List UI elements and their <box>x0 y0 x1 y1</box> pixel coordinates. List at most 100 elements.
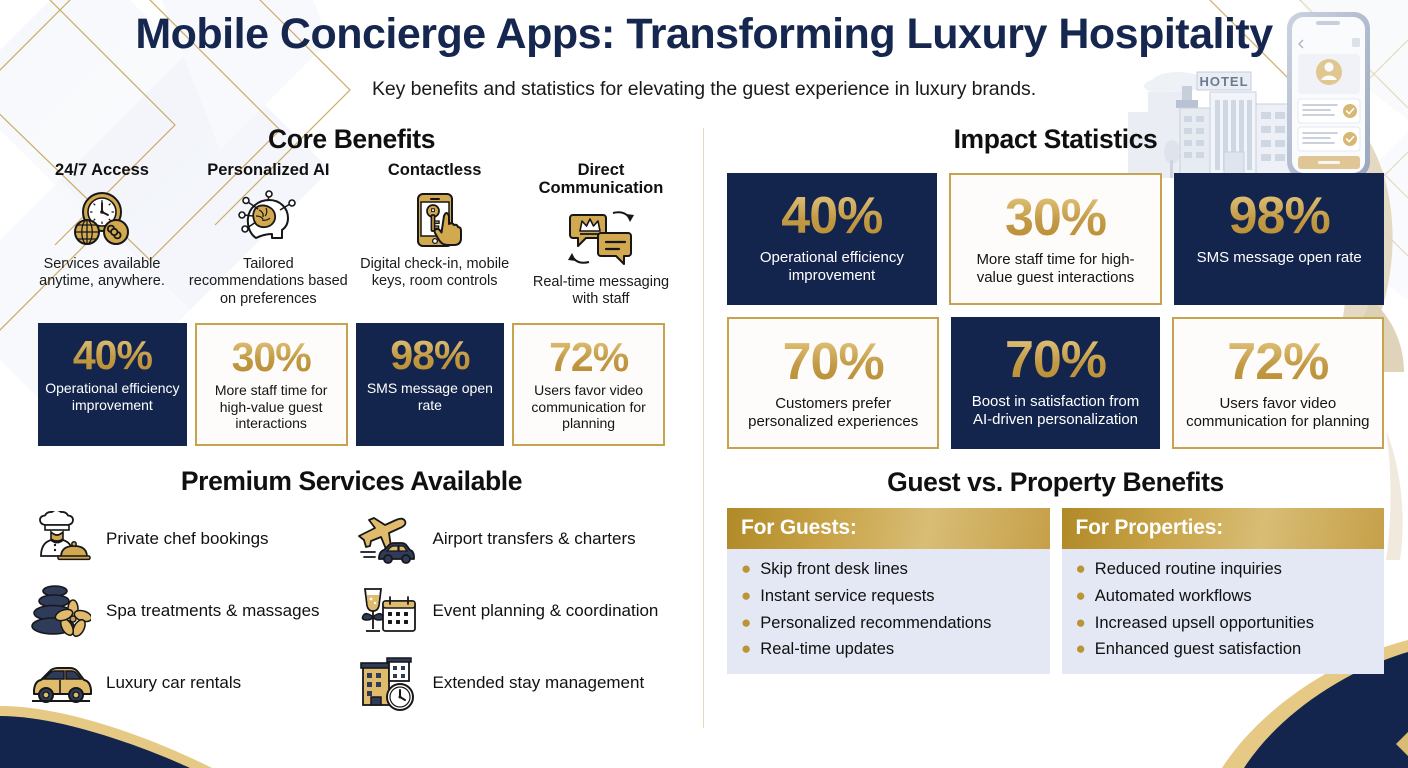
airplane-car-transfer-icon <box>357 510 419 568</box>
stat-card: 70% Boost in satisfaction from AI-driven… <box>951 316 1160 449</box>
bullet-icon: ● <box>741 639 752 659</box>
service-label: Extended stay management <box>432 673 645 693</box>
list-item-label: Enhanced guest satisfaction <box>1094 640 1302 659</box>
core-benefits-grid: 24/7 Access <box>0 161 703 309</box>
benefit-description: Digital check-in, mobile keys, room cont… <box>360 256 510 290</box>
for-guests-list: ● Skip front desk lines ● Instant servic… <box>727 548 1050 675</box>
page-subtitle: Key benefits and statistics for elevatin… <box>371 78 1037 101</box>
stat-card: 40% Operational efficiency improvement <box>727 173 937 305</box>
benefit-card-contactless: Contactless <box>355 161 515 309</box>
stat-card: 30% More staff time for high-value guest… <box>948 173 1163 305</box>
list-item-label: Skip front desk lines <box>760 559 908 578</box>
right-column: Impact Statistics 40% Operational effici… <box>703 124 1408 675</box>
for-guests-title: For Guests: <box>727 507 1050 549</box>
list-item: ● Instant service requests <box>741 585 1036 607</box>
stat-value: 30% <box>203 336 340 377</box>
stat-card: 70% Customers prefer personalized experi… <box>727 316 940 449</box>
chef-cloche-icon <box>30 510 92 568</box>
services-column-left: Private chef bookings <box>30 509 347 713</box>
for-properties-title: For Properties: <box>1061 507 1384 549</box>
service-item: Airport transfers & charters <box>357 509 674 569</box>
building-clock-icon <box>357 654 419 712</box>
stat-value: 30% <box>961 192 1151 244</box>
list-item: ● Real-time updates <box>741 640 1036 660</box>
impact-statistics-heading: Impact Statistics <box>953 124 1158 154</box>
benefit-description: Tailored recommendations based on prefer… <box>188 256 348 307</box>
phone-key-tap-icon <box>399 188 471 250</box>
stat-label: SMS message open rate <box>366 379 493 413</box>
services-column-right: Airport transfers & charters <box>357 509 674 713</box>
premium-services-heading: Premium Services Available <box>180 466 523 497</box>
list-item-label: Personalized recommendations <box>760 613 992 632</box>
stat-card: 40% Operational efficiency improvement <box>38 322 187 447</box>
left-stats-row: 40% Operational efficiency improvement 3… <box>0 322 703 447</box>
stat-card: 98% SMS message open rate <box>1174 173 1385 305</box>
stat-label: SMS message open rate <box>1196 248 1362 266</box>
list-item: ● Enhanced guest satisfaction <box>1076 640 1371 660</box>
list-item-label: Automated workflows <box>1094 586 1252 605</box>
benefit-title: Contactless <box>387 161 482 179</box>
stat-label: More staff time for high-value guest int… <box>976 250 1135 286</box>
list-item-label: Increased upsell opportunities <box>1094 613 1315 632</box>
luxury-car-icon <box>30 654 92 712</box>
service-label: Event planning & coordination <box>432 601 659 621</box>
impact-stats-row-1: 40% Operational efficiency improvement 3… <box>703 173 1408 305</box>
bullet-icon: ● <box>741 558 752 578</box>
stat-label: Boost in satisfaction from AI-driven per… <box>971 392 1140 428</box>
premium-services-list: Private chef bookings <box>0 509 703 713</box>
service-label: Luxury car rentals <box>106 673 242 693</box>
stat-label: Operational efficiency improvement <box>759 248 904 284</box>
service-item: Extended stay management <box>357 653 674 713</box>
list-item: ● Increased upsell opportunities <box>1075 612 1371 634</box>
service-item: Luxury car rentals <box>30 653 347 713</box>
stat-value: 98% <box>362 334 499 375</box>
stat-value: 70% <box>961 334 1149 386</box>
champagne-calendar-icon <box>357 582 419 640</box>
for-guests-box: For Guests: ● Skip front desk lines ● In… <box>727 507 1050 675</box>
svg-text:HOTEL: HOTEL <box>1199 74 1248 89</box>
list-item: ● Reduced routine inquiries <box>1076 560 1371 580</box>
stat-value: 40% <box>737 190 927 242</box>
bullet-icon: ● <box>1075 612 1086 632</box>
column-divider <box>703 128 704 728</box>
guest-vs-property-boxes: For Guests: ● Skip front desk lines ● In… <box>703 507 1408 675</box>
stat-value: 98% <box>1184 190 1374 242</box>
benefit-card-24-7-access: 24/7 Access <box>22 161 182 309</box>
service-label: Private chef bookings <box>106 529 269 549</box>
bullet-icon: ● <box>1075 639 1086 659</box>
bullet-icon: ● <box>741 612 752 632</box>
benefit-card-personalized-ai: Personalized AI <box>188 161 348 309</box>
bullet-icon: ● <box>1075 558 1086 578</box>
bullet-icon: ● <box>741 585 752 605</box>
stat-label: More staff time for high-value guest int… <box>214 381 328 432</box>
chat-bubbles-crown-icon <box>563 206 639 268</box>
list-item: ● Automated workflows <box>1075 585 1371 607</box>
stat-label: Operational efficiency improvement <box>45 379 180 413</box>
service-label: Airport transfers & charters <box>432 529 636 549</box>
spa-stones-flower-icon <box>30 582 92 640</box>
benefit-title: Direct Communication <box>538 161 664 198</box>
stat-card: 72% Users favor video communication for … <box>1171 316 1384 449</box>
list-item-label: Instant service requests <box>760 586 935 605</box>
benefit-card-direct-communication: Direct Communication <box>521 161 681 309</box>
stat-value: 40% <box>44 334 181 375</box>
hotel-illustration: HOTEL <box>1164 71 1291 179</box>
stat-value: 70% <box>739 336 927 388</box>
impact-stats-row-2: 70% Customers prefer personalized experi… <box>703 316 1408 449</box>
page-title: Mobile Concierge Apps: Transforming Luxu… <box>135 10 1273 58</box>
clock-globe-infinity-icon <box>66 188 138 250</box>
brain-head-ai-icon <box>232 188 304 250</box>
stat-value: 72% <box>520 336 657 377</box>
list-item: ● Skip front desk lines <box>741 560 1036 580</box>
bullet-icon: ● <box>1075 585 1086 605</box>
list-item: ● Personalized recommendations <box>741 612 1036 634</box>
benefit-description: Services available anytime, anywhere. <box>39 256 165 290</box>
page-header: Mobile Concierge Apps: Transforming Luxu… <box>0 10 1408 101</box>
phone-mockup-illustration <box>1287 12 1370 178</box>
title-underline-rule <box>132 66 1277 69</box>
core-benefits-heading: Core Benefits <box>267 124 436 154</box>
benefit-description: Real-time messaging with staff <box>532 273 670 308</box>
stat-label: Users favor video communication for plan… <box>531 381 646 432</box>
benefit-title: 24/7 Access <box>55 161 149 179</box>
service-item: Spa treatments & massages <box>30 581 347 641</box>
